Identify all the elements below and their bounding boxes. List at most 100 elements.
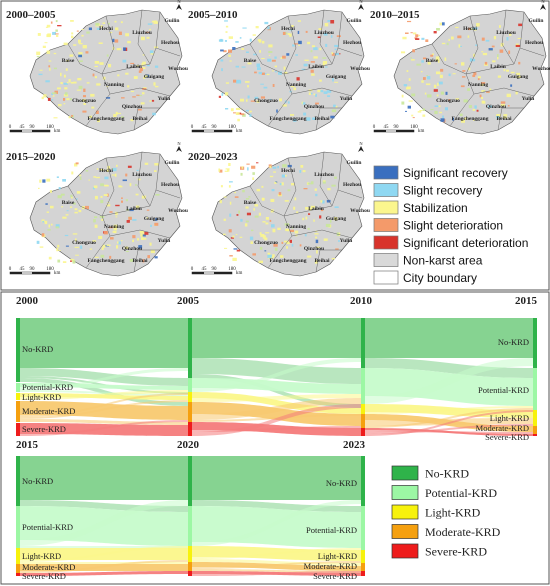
node-label: Moderate-KRD [304,561,357,571]
sankey-flow [192,402,361,426]
sankey-node [188,506,192,546]
karst-cell [48,65,51,68]
sankey-node [361,368,365,404]
karst-cell [154,65,159,68]
karst-cell [278,192,282,196]
karst-cell [252,253,256,256]
karst-cell [140,233,145,237]
sankey-node [533,318,537,368]
karst-cell [518,61,521,65]
karst-cell [308,92,311,95]
karst-cell [284,32,288,35]
karst-cell [311,73,315,76]
karst-cell [403,84,408,87]
karst-cell [135,184,137,186]
legend-label: Stabilization [403,201,468,215]
karst-cell [139,67,143,72]
karst-cell [454,63,457,65]
map-period-title: 2000–2005 [6,9,56,21]
karst-cell [424,92,427,95]
karst-cell [127,165,132,168]
karst-cell [220,59,224,62]
city-label: Wuzhou [350,208,370,214]
karst-cell [401,101,405,105]
karst-cell [473,29,477,31]
scale-tick: 180 [46,125,54,130]
karst-cell [115,204,120,207]
city-label: Laibin [308,64,324,70]
karst-cell [55,224,60,228]
sankey-node [361,414,365,428]
scale-tick: 0 [9,125,12,130]
karst-cell [141,63,144,67]
karst-cell [486,91,490,93]
karst-cell [36,56,40,58]
city-boundary [473,87,535,97]
karst-cell [473,27,478,30]
karst-cell [220,49,224,52]
karst-cell [247,62,252,65]
karst-cell [307,182,311,185]
city-boundary [465,47,521,75]
scale-tick: 180 [46,267,54,272]
karst-cell [261,197,265,201]
karst-cell [94,76,97,79]
city-label: Guigang [508,74,528,80]
karst-cell [57,259,61,263]
city-label: Hechi [281,26,295,32]
karst-cell [94,61,99,64]
karst-cell [411,93,416,97]
city-label: Yulin [158,238,171,244]
karst-cell [469,58,473,62]
karst-cell [82,110,87,113]
city-boundary [315,107,342,131]
city-boundary [501,9,515,65]
karst-cell [114,20,117,23]
karst-cell [106,244,111,246]
karst-cell [433,31,437,34]
legend-swatch [373,253,399,267]
karst-cell [142,234,146,237]
city-boundary [315,249,342,273]
karst-cell [262,221,266,223]
karst-cell [79,176,82,180]
city-label: Liuzhou [314,172,334,178]
karst-cell [108,226,113,229]
karst-cell [36,51,41,56]
karst-cell [95,176,100,179]
north-label: N [177,0,181,4]
karst-cell [130,62,135,65]
city-boundary [101,47,157,75]
karst-cell [120,186,123,188]
karst-cell [310,61,315,63]
karst-cell [419,109,423,111]
karst-cell [56,34,59,37]
city-boundary [133,249,160,273]
karst-cell [99,215,105,218]
karst-cell [327,188,331,191]
karst-cell [136,94,140,96]
scale-bar-seg [32,130,50,132]
karst-cell [448,73,451,77]
karst-cell [289,33,292,37]
karst-cell [145,31,150,33]
city-boundary [85,93,111,127]
karst-cell [401,94,404,98]
karst-cell [154,256,158,259]
karst-cell [261,185,264,188]
karst-cell [284,200,289,202]
karst-cell [108,22,110,25]
karst-cell [138,108,142,111]
karst-cell [407,20,412,23]
karst-cell [46,211,49,213]
karst-cell [260,96,265,99]
karst-cell [477,76,481,79]
karst-cell [271,224,275,228]
karst-cell [79,174,82,177]
karst-cell [330,115,335,119]
karst-cell [415,38,420,40]
karst-cell [136,169,139,171]
city-label: Chongzuo [436,98,460,104]
karst-cell [330,219,332,223]
